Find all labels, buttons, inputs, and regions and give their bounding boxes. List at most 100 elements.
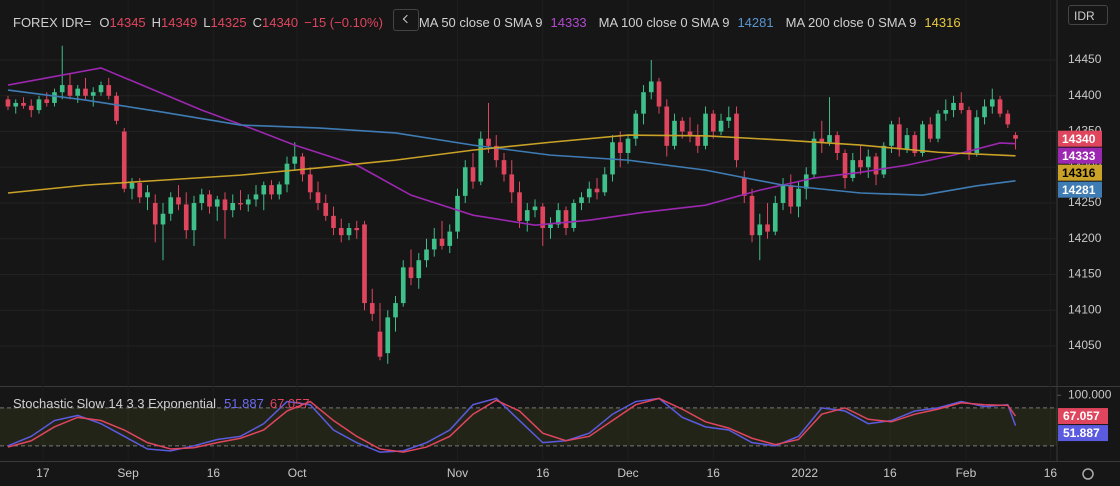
legend-value: 14316 — [924, 14, 961, 30]
candle-body — [819, 138, 825, 143]
candle-body — [152, 203, 158, 225]
stochastic-tag — [1058, 425, 1108, 442]
candle-body — [160, 213, 166, 225]
candle-body — [881, 145, 887, 175]
y-tick-label: 14150 — [1068, 267, 1102, 281]
candle-body — [114, 95, 119, 121]
x-tick-label: Feb — [956, 466, 977, 480]
stochastic-value: 51.887 — [224, 396, 264, 411]
candle-body — [393, 303, 398, 318]
candle-body — [75, 88, 81, 96]
candle-body — [377, 331, 383, 357]
candle-body — [145, 192, 150, 198]
candle-body — [501, 160, 507, 175]
candle-body — [912, 135, 918, 153]
candle-body — [765, 224, 770, 232]
candle-body — [400, 267, 406, 304]
ma-line — [7, 134, 1016, 194]
candle-body — [749, 195, 755, 236]
ohlc-label: O — [99, 14, 110, 30]
candle-body — [1005, 113, 1011, 125]
candle-body — [331, 215, 336, 229]
candle-body — [633, 113, 639, 139]
candle-body — [1013, 135, 1018, 139]
candle-body — [687, 131, 693, 136]
y-tick-label: 100.000 — [1068, 387, 1112, 401]
legend-name: MA 200 close 0 SMA 9 — [785, 14, 917, 30]
candle-body — [958, 102, 964, 111]
candle-body — [982, 106, 987, 118]
candle-body — [974, 117, 980, 153]
candle-body — [67, 85, 73, 96]
y-tick-label: 14250 — [1068, 195, 1102, 209]
x-tick-label: 17 — [36, 466, 50, 480]
candle-body — [865, 156, 871, 168]
candle-body — [369, 303, 375, 314]
x-tick-label: 2022 — [791, 466, 818, 480]
candle-body — [889, 124, 894, 146]
candle-body — [362, 224, 367, 304]
candle-body — [951, 102, 956, 111]
settings-icon[interactable] — [1082, 468, 1094, 480]
candle-body — [586, 188, 592, 198]
ohlc-value: 14340 — [261, 14, 299, 30]
candle-body — [741, 177, 747, 196]
candle-body — [90, 92, 96, 96]
currency-button[interactable]: IDR — [1068, 5, 1108, 25]
collapse-button[interactable] — [392, 9, 419, 31]
candle-body — [493, 145, 499, 161]
candle-body — [811, 138, 817, 175]
candle-body — [827, 135, 832, 143]
candle-body — [664, 106, 670, 146]
candle-body — [52, 92, 57, 103]
price-tag — [1058, 181, 1102, 198]
candle-body — [842, 152, 848, 178]
candle-body — [191, 203, 197, 231]
x-tick-label: Dec — [617, 466, 638, 480]
candle-body — [323, 203, 329, 216]
candle-body — [710, 113, 716, 132]
candle-body — [718, 120, 724, 132]
candle-body — [245, 199, 251, 205]
legend-name: MA 50 close 0 SMA 9 — [418, 14, 543, 30]
candle-body — [83, 88, 88, 96]
stochastic-band — [0, 407, 1057, 446]
candle-body — [579, 197, 584, 204]
candle-body — [307, 174, 313, 193]
x-tick-label: 16 — [883, 466, 897, 480]
ohlc-value: 14349 — [161, 14, 198, 30]
ma-line — [7, 67, 1016, 226]
candle-body — [656, 81, 662, 107]
candle-body — [896, 124, 902, 150]
candle-body — [183, 204, 189, 231]
candle-body — [222, 199, 228, 211]
candle-body — [602, 174, 608, 193]
candle-body — [261, 185, 267, 195]
candle-body — [796, 188, 801, 207]
candle-body — [548, 224, 553, 229]
candle-body — [462, 167, 468, 196]
ohlc-value: 14345 — [109, 14, 146, 30]
candle-body — [617, 142, 623, 153]
candle-body — [920, 124, 925, 153]
candle-body — [455, 195, 460, 232]
candle-body — [21, 102, 26, 106]
candle-body — [408, 267, 414, 279]
price-tag — [1058, 147, 1102, 164]
ohlc-label: L — [203, 14, 211, 30]
candle-body — [416, 260, 422, 279]
candle-body — [695, 135, 701, 146]
candle-body — [927, 124, 933, 139]
candle-body — [641, 92, 646, 114]
price-tag-label: 14333 — [1062, 149, 1096, 163]
candle-body — [230, 203, 236, 211]
candle-body — [935, 113, 941, 139]
candle-body — [238, 203, 243, 205]
candle-body — [989, 99, 995, 107]
ohlc-label: C — [252, 14, 262, 30]
candle-body — [36, 99, 42, 111]
stochastic-tag-label: 67.057 — [1063, 409, 1100, 423]
candle-body — [517, 192, 522, 221]
candle-body — [5, 99, 11, 107]
